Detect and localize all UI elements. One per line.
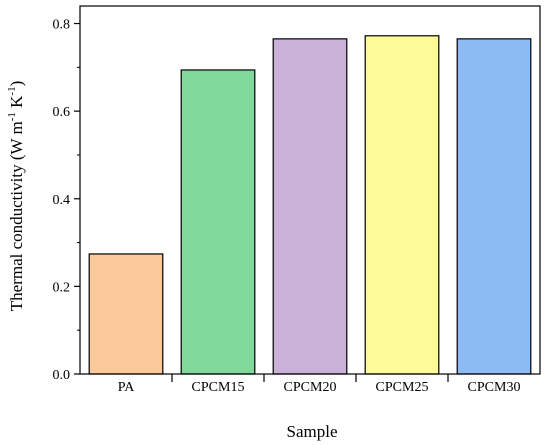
y-tick-label: 0.4 — [53, 193, 71, 208]
bar-cpcm20 — [272, 38, 348, 375]
y-axis-tick-labels: 0.0 0.2 0.4 0.6 0.8 — [53, 18, 71, 383]
y-axis-title-sup2: -1 — [6, 86, 18, 95]
y-axis-title-suffix: ) — [7, 81, 26, 87]
x-tick-label: CPCM15 — [192, 380, 245, 395]
y-axis-title: Thermal conductivity (W m-1 K-1) — [6, 81, 26, 312]
x-axis-ticks — [171, 374, 449, 382]
x-tick-label: PA — [118, 380, 136, 395]
x-tick-label: CPCM20 — [284, 380, 337, 395]
bars — [88, 35, 532, 375]
y-tick-label: 0.0 — [53, 368, 71, 383]
y-axis-title-sup1: -1 — [6, 112, 18, 121]
y-tick-label: 0.6 — [53, 105, 71, 120]
x-tick-label: CPCM25 — [376, 380, 429, 395]
bar-cpcm15 — [180, 69, 256, 375]
y-axis-title-prefix: Thermal conductivity (W m — [7, 121, 26, 311]
bar-cpcm25 — [364, 35, 440, 375]
x-tick-label: CPCM30 — [468, 380, 521, 395]
x-axis-title: Sample — [287, 422, 338, 441]
y-axis-ticks — [74, 22, 80, 375]
x-axis-tick-labels: PA CPCM15 CPCM20 CPCM25 CPCM30 — [118, 380, 521, 395]
y-tick-label: 0.2 — [53, 280, 71, 295]
y-tick-label: 0.8 — [53, 18, 71, 33]
y-axis-title-middle: K — [7, 95, 26, 112]
bar-pa — [88, 253, 164, 375]
plot-frame — [79, 5, 541, 375]
bar-cpcm30 — [456, 38, 532, 375]
